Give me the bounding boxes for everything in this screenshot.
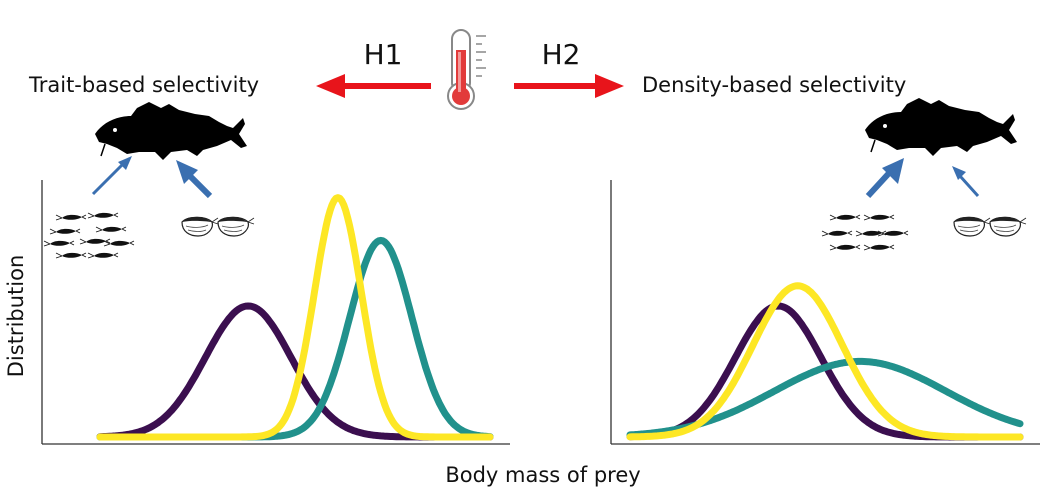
x-axis-label: Body mass of prey <box>445 463 640 487</box>
right-curve-0 <box>626 302 1024 441</box>
left-plot-axes <box>41 180 510 445</box>
arrow-right-icon <box>514 74 624 98</box>
y-axis-label: Distribution <box>4 255 28 378</box>
left-curve-2 <box>96 194 494 441</box>
thermometer-icon <box>447 29 486 110</box>
large-shrimp-pair-icon <box>181 216 255 237</box>
left-panel-title: Trait-based selectivity <box>28 73 259 97</box>
selection-arrow-small-prey-icon <box>91 156 132 196</box>
h2-label: H2 <box>542 38 581 71</box>
arrow-left-icon <box>316 74 431 98</box>
left-plot-curves <box>96 194 494 441</box>
selection-arrow-small-prey-right-icon <box>865 158 904 199</box>
small-shrimp-group-right-icon <box>821 214 909 251</box>
fish-silhouette-icon <box>94 101 248 161</box>
fish-silhouette-right-icon <box>864 97 1018 157</box>
selection-arrow-large-prey-right-icon <box>952 166 980 198</box>
left-curve-1 <box>96 236 494 441</box>
right-curve-2 <box>626 282 1024 441</box>
selection-arrow-large-prey-icon <box>176 160 213 199</box>
right-curve-1 <box>626 357 1024 439</box>
large-shrimp-pair-right-icon <box>953 216 1027 237</box>
h1-label: H1 <box>364 38 403 71</box>
right-plot-axes <box>610 180 1040 445</box>
left-curve-0 <box>96 302 494 441</box>
small-shrimp-group-icon <box>43 212 135 259</box>
right-panel-title: Density-based selectivity <box>642 73 906 97</box>
right-plot-curves <box>626 282 1024 441</box>
